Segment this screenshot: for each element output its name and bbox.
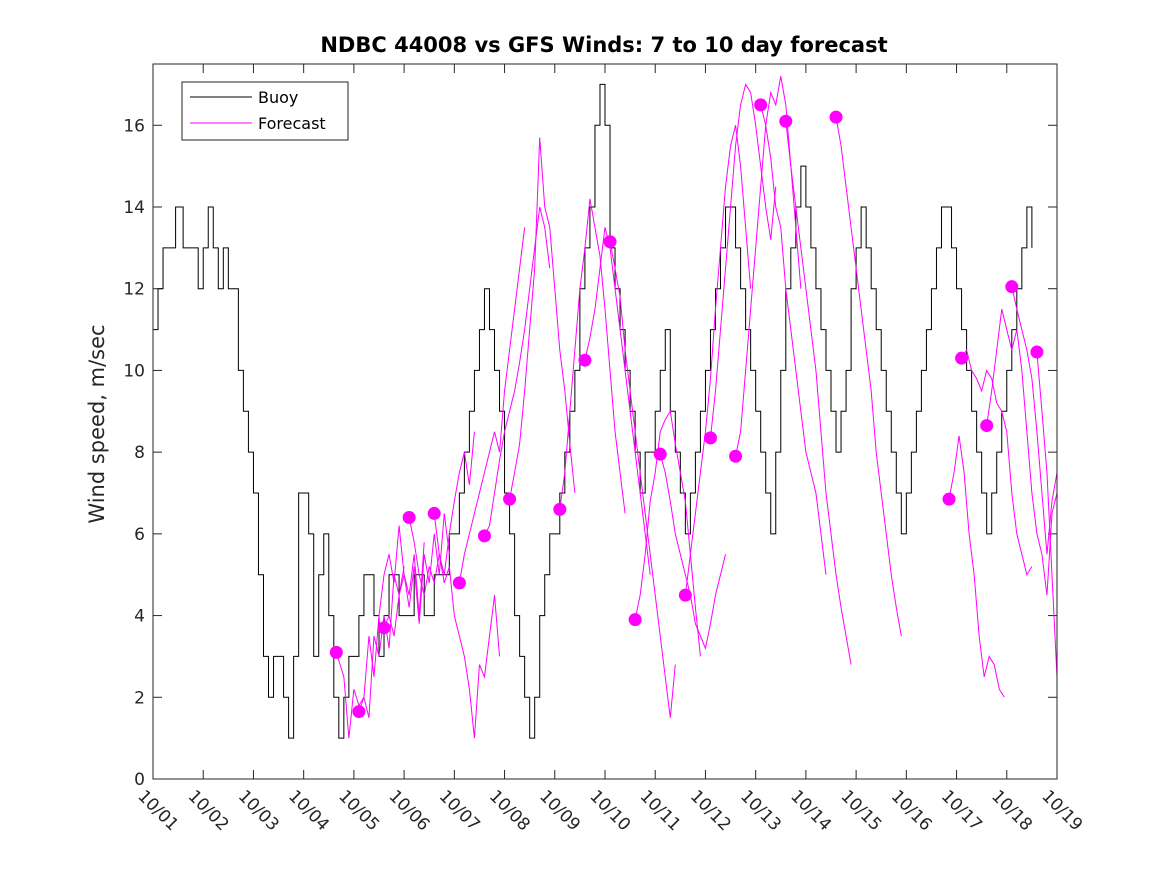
series-layer — [153, 76, 1058, 739]
x-tick-label: 10/05 — [334, 786, 383, 835]
forecast-series-line-19 — [835, 117, 902, 637]
x-tick-label: 10/07 — [435, 786, 484, 835]
forecast-series-line-5 — [433, 513, 501, 739]
x-tick-label: 10/15 — [837, 786, 886, 835]
x-tick-label: 10/01 — [133, 786, 182, 835]
forecast-start-marker — [452, 576, 466, 590]
y-tick-label: 6 — [134, 525, 145, 545]
forecast-start-marker — [955, 351, 969, 365]
forecast-start-marker — [628, 613, 642, 627]
forecast-start-marker — [427, 506, 441, 520]
forecast-series-line-6 — [458, 227, 526, 583]
plot-area — [153, 64, 1057, 779]
forecast-series-line-21 — [961, 348, 1033, 576]
forecast-series-line-8 — [509, 137, 576, 500]
x-tick-label: 10/18 — [987, 786, 1036, 835]
axes-border — [152, 63, 1058, 780]
chart-title: NDBC 44008 vs GFS Winds: 7 to 10 day for… — [320, 33, 887, 57]
forecast-series-line-18 — [785, 121, 852, 665]
x-tick-label: 10/10 — [585, 786, 634, 835]
x-tick-label: 10/19 — [1037, 786, 1086, 835]
forecast-start-marker — [980, 419, 994, 433]
forecast-start-marker — [553, 502, 567, 516]
y-tick-label: 14 — [123, 198, 145, 218]
forecast-series-line-20 — [948, 435, 1005, 698]
forecast-series-line-9 — [559, 198, 626, 514]
forecast-start-marker — [1030, 345, 1044, 359]
x-tick-label: 10/06 — [385, 786, 434, 835]
forecast-series-line-12 — [634, 409, 701, 657]
forecast-series-line-4 — [408, 431, 475, 596]
y-tick-label: 0 — [134, 770, 145, 790]
forecast-series-line-17 — [760, 104, 827, 575]
forecast-start-marker — [352, 705, 366, 719]
forecast-start-marker — [678, 588, 692, 602]
forecast-series-line-3 — [383, 513, 450, 637]
axes-frame — [152, 63, 1058, 780]
forecast-start-marker — [729, 449, 743, 463]
forecast-series-line-2 — [358, 525, 425, 712]
forecast-series-line-15 — [709, 83, 777, 438]
x-tick-label: 10/11 — [636, 786, 685, 835]
forecast-series-line-7 — [484, 206, 551, 537]
forecast-series-line-11 — [609, 241, 676, 718]
legend-forecast-label: Forecast — [258, 114, 326, 133]
forecast-series-line-24 — [1036, 352, 1058, 677]
x-tick-label: 10/12 — [686, 786, 735, 835]
forecast-start-marker — [578, 353, 592, 367]
forecast-start-marker — [477, 529, 491, 543]
forecast-start-marker — [377, 621, 391, 635]
x-tick-label: 10/17 — [937, 786, 986, 835]
x-tick-label: 10/16 — [887, 786, 936, 835]
forecast-series-line-22 — [986, 309, 1058, 596]
y-axis-label: Wind speed, m/sec — [85, 324, 109, 523]
forecast-start-marker — [329, 645, 343, 659]
forecast-series-line-1 — [335, 566, 405, 739]
y-tick-label: 4 — [134, 607, 145, 627]
x-tick-label: 10/13 — [736, 786, 785, 835]
forecast-series-line-13 — [659, 454, 727, 650]
x-tick-label: 10/04 — [284, 786, 333, 835]
legend-buoy-label: Buoy — [258, 88, 298, 107]
forecast-start-marker — [829, 110, 843, 124]
x-tick-label: 10/03 — [234, 786, 283, 835]
forecast-series-line-10 — [584, 227, 651, 575]
forecast-start-marker — [603, 235, 617, 249]
y-tick-label: 2 — [134, 688, 145, 708]
forecast-start-marker — [703, 431, 717, 445]
y-tick-label: 16 — [123, 116, 145, 136]
x-tick-label: 10/02 — [184, 786, 233, 835]
forecast-start-marker — [402, 511, 416, 525]
legend: Buoy Forecast — [181, 81, 349, 141]
x-tick-label: 10/14 — [786, 786, 835, 835]
plot-background — [153, 64, 1057, 779]
forecast-markers — [329, 98, 1044, 719]
forecast-start-marker — [779, 114, 793, 128]
x-tick-label: 10/08 — [485, 786, 534, 835]
y-tick-label: 8 — [134, 443, 145, 463]
y-tick-label: 10 — [123, 361, 145, 381]
legend-box — [181, 81, 349, 141]
forecast-start-marker — [942, 492, 956, 506]
y-tick-label: 12 — [123, 280, 145, 300]
forecast-start-marker — [653, 447, 667, 461]
forecast-start-marker — [503, 492, 517, 506]
forecast-series-line-14 — [684, 125, 752, 596]
x-tick-label: 10/09 — [535, 786, 584, 835]
forecast-start-marker — [1005, 280, 1019, 294]
forecast-start-marker — [754, 98, 768, 112]
